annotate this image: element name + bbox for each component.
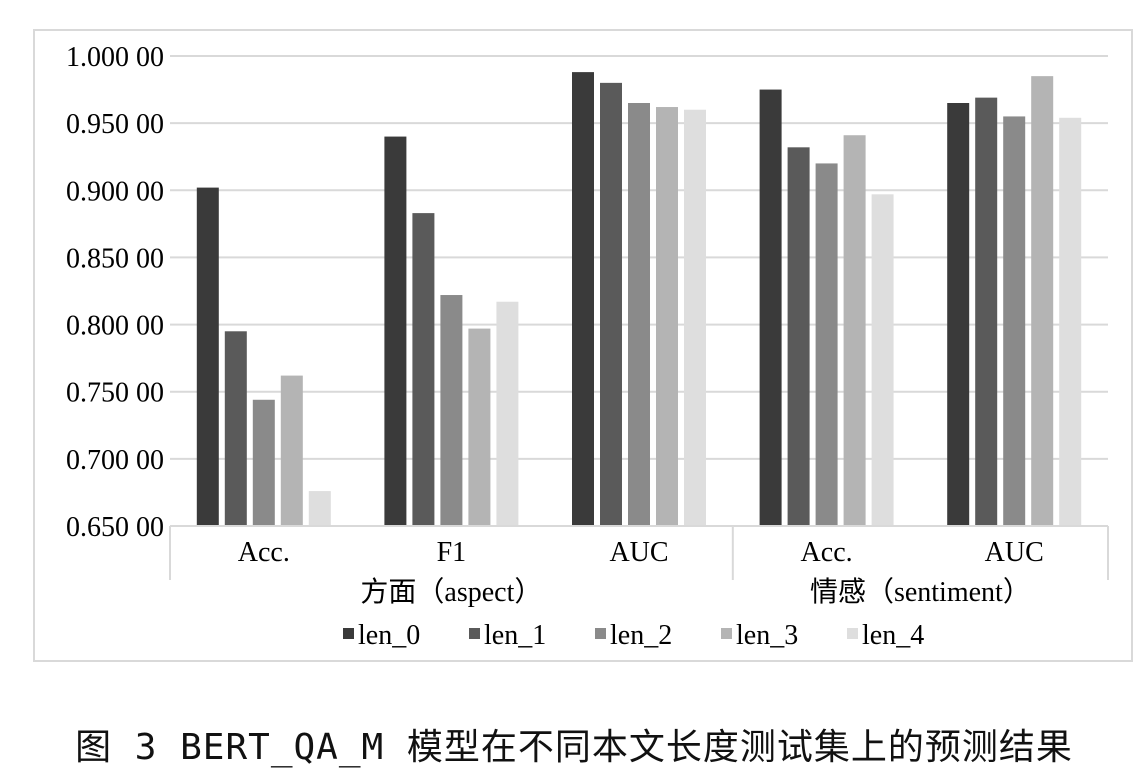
legend-label: len_1 <box>484 620 546 651</box>
bar-len_1 <box>412 213 435 526</box>
bar-len_2 <box>815 163 838 526</box>
legend-label: len_2 <box>610 620 672 651</box>
bar-len_3 <box>468 328 491 526</box>
bar-len_2 <box>628 103 650 526</box>
x-tick-label: AUC <box>985 537 1044 568</box>
y-tick-label: 0.750 00 <box>66 378 164 409</box>
y-tick-label: 0.900 00 <box>66 176 164 207</box>
bar-len_1 <box>975 97 998 526</box>
legend-swatch <box>469 628 480 639</box>
bar-len_2 <box>440 295 463 526</box>
bar-len_1 <box>600 82 622 526</box>
legend-label: len_4 <box>862 620 924 651</box>
x-tick-label: AUC <box>609 537 668 568</box>
group-label: 方面（aspect） <box>360 576 542 608</box>
legend-swatch <box>343 628 354 639</box>
x-tick-label: Acc. <box>238 537 290 568</box>
bar-chart: 0.650 00 0.700 00 0.750 00 0.800 00 0.850 00… <box>66 42 1109 651</box>
legend-label: len_0 <box>358 620 420 651</box>
bar-len_2 <box>1003 116 1026 526</box>
y-tick-label: 0.850 00 <box>66 243 164 274</box>
bar-len_1 <box>787 147 810 527</box>
y-tick-label: 0.800 00 <box>66 311 164 342</box>
bar-len_4 <box>1059 117 1082 527</box>
y-tick-label: 1.000 00 <box>66 42 164 73</box>
bars <box>196 72 1082 527</box>
legend-swatch <box>847 628 858 639</box>
y-tick-label: 0.700 00 <box>66 445 164 476</box>
legend-swatch <box>721 628 732 639</box>
figure-caption: 图 3 BERT_QA_M 模型在不同本文长度测试集上的预测结果 <box>75 727 1073 768</box>
bar-len_4 <box>496 301 519 526</box>
bar-len_0 <box>384 136 407 527</box>
bar-len_0 <box>196 187 219 526</box>
y-tick-label: 0.950 00 <box>66 109 164 140</box>
bar-len_1 <box>224 331 247 526</box>
legend-swatch <box>595 628 606 639</box>
bar-len_3 <box>1031 76 1054 527</box>
legend-label: len_3 <box>736 620 798 651</box>
bar-len_4 <box>308 491 331 526</box>
bar-len_3 <box>656 107 678 527</box>
legend: len_0 len_1 len_2 len_3 len_4 <box>343 620 924 651</box>
bar-len_3 <box>843 135 866 526</box>
bar-len_2 <box>252 399 275 526</box>
x-tick-label: Acc. <box>801 537 853 568</box>
group-label: 情感（sentiment） <box>810 576 1031 608</box>
y-axis-ticks: 0.650 00 0.700 00 0.750 00 0.800 00 0.850 00… <box>66 42 164 543</box>
bar-len_0 <box>759 89 782 527</box>
y-tick-label: 0.650 00 <box>66 512 164 543</box>
x-axis: Acc. F1 AUC Acc. AUC 方面（aspect） 情感（sentiment） <box>169 525 1109 608</box>
bar-len_0 <box>572 72 594 526</box>
x-tick-label: F1 <box>437 537 467 568</box>
bar-len_0 <box>947 103 970 526</box>
bar-len_4 <box>871 194 894 527</box>
bar-len_3 <box>280 375 303 526</box>
bar-len_4 <box>684 109 706 526</box>
